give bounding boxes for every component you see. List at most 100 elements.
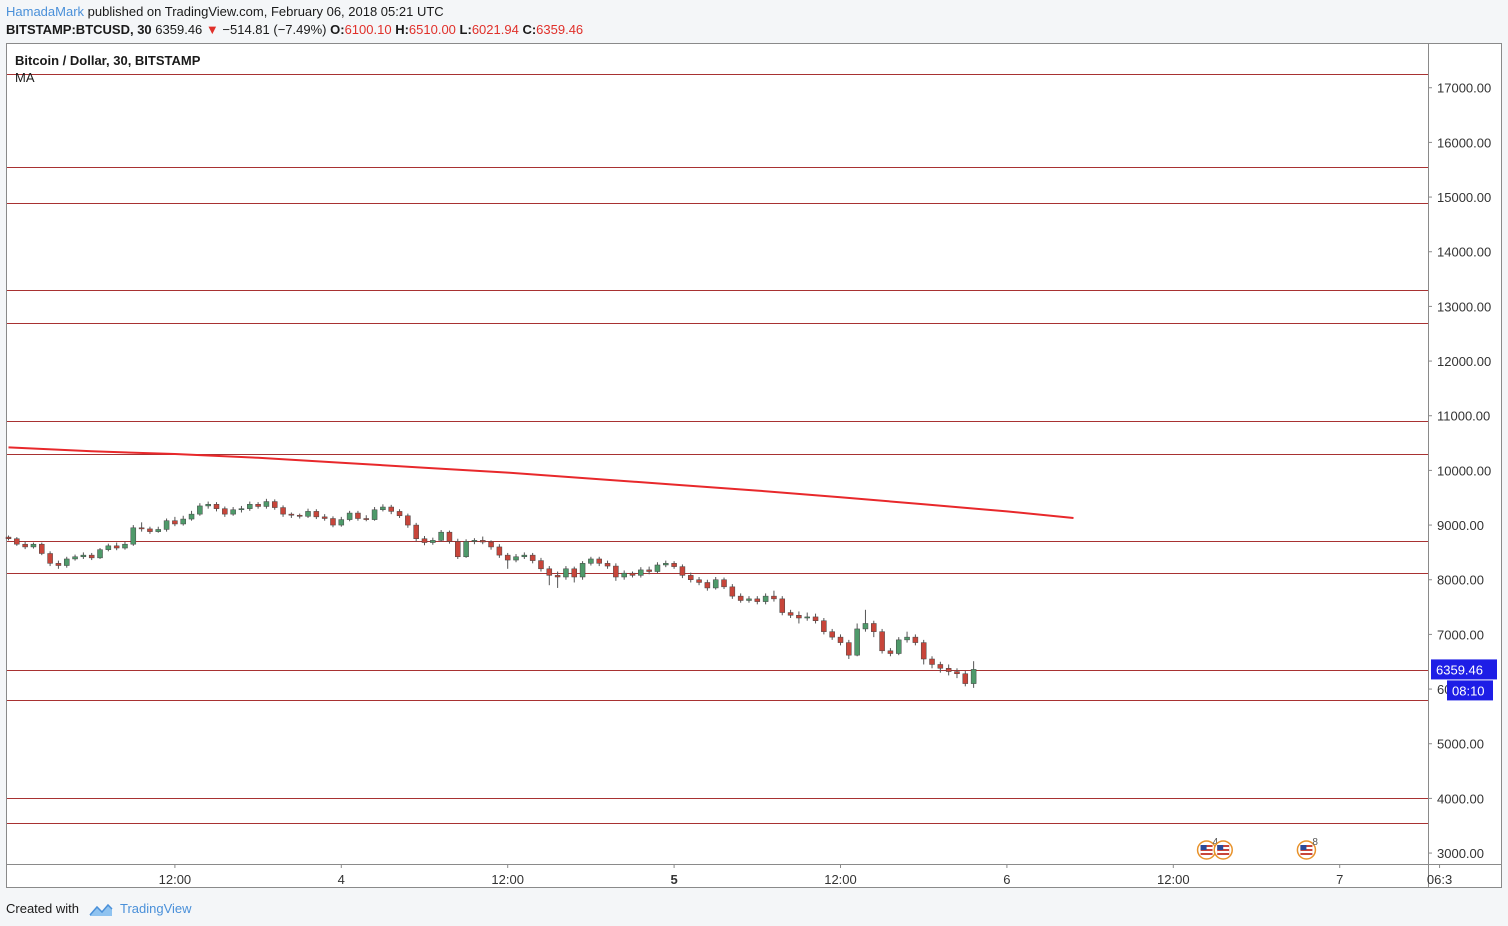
- candle-body: [563, 568, 569, 578]
- candle-body: [213, 504, 220, 509]
- candle-body: [646, 569, 652, 572]
- author-link[interactable]: HamadaMark: [6, 4, 85, 19]
- candle-body: [122, 543, 128, 549]
- x-tick-label: 12:00: [491, 872, 524, 887]
- candle-body: [771, 595, 777, 600]
- candle-body: [463, 541, 469, 558]
- publish-line: HamadaMark published on TradingView.com,…: [6, 4, 444, 19]
- ma-indicator-label[interactable]: MA: [15, 70, 35, 85]
- candle-body: [346, 512, 353, 520]
- x-tick-label: 12:00: [824, 872, 857, 887]
- candle-body: [55, 563, 62, 566]
- last-price-label: 6359.46: [1436, 662, 1483, 677]
- x-tick-label: 12:00: [159, 872, 192, 887]
- candle-body: [496, 546, 503, 556]
- low-label: L:: [459, 22, 472, 37]
- candle-body: [14, 538, 20, 545]
- change-value: −514.81 (−7.49%): [222, 22, 327, 37]
- candle-body: [696, 579, 702, 583]
- last-price: 6359.46: [155, 22, 203, 37]
- candle-body: [363, 518, 370, 520]
- x-tick-label: 6: [1003, 872, 1010, 887]
- symbol-label: BITSTAMP:BTCUSD, 30: [6, 22, 152, 37]
- countdown-badge: [1447, 680, 1493, 701]
- candle-body: [504, 554, 511, 561]
- candle-body: [80, 554, 87, 558]
- candle-body: [105, 545, 112, 550]
- candle-body: [113, 545, 120, 549]
- candle-body: [712, 579, 719, 589]
- candle-body: [596, 558, 602, 564]
- candle-body: [945, 668, 952, 672]
- candle-body: [638, 569, 644, 576]
- candle-body: [72, 556, 78, 560]
- high-label: H:: [395, 22, 409, 37]
- candle-body: [529, 554, 536, 561]
- x-tick-label: 7: [1336, 872, 1343, 887]
- x-tick-label: 5: [670, 872, 677, 887]
- candle-body: [22, 543, 28, 548]
- candle-body: [396, 511, 403, 517]
- candle-body: [904, 636, 910, 641]
- candle-body: [30, 543, 37, 548]
- economic-event-flag-icon[interactable]: [1213, 840, 1233, 860]
- candle-body: [471, 540, 478, 542]
- tradingview-link[interactable]: TradingView: [120, 901, 192, 916]
- candle-body: [238, 508, 245, 511]
- candle-body: [829, 631, 835, 638]
- candle-body: [180, 518, 186, 525]
- candle-body: [421, 538, 428, 543]
- down-arrow-icon: ▼: [205, 22, 219, 37]
- candle-body: [912, 636, 919, 643]
- candle-body: [188, 513, 195, 520]
- candle-body: [779, 598, 786, 613]
- candle-body: [280, 507, 286, 515]
- ma-line: [8, 446, 1074, 519]
- candle-body: [247, 504, 253, 509]
- candle-body: [197, 505, 203, 515]
- candle-body: [837, 636, 844, 643]
- candle-body: [962, 673, 969, 684]
- candle-body: [255, 504, 261, 507]
- y-tick-label: 17000.00: [1437, 81, 1491, 96]
- candle-body: [455, 541, 461, 558]
- open-label: O:: [330, 22, 345, 37]
- open-value: 6100.10: [344, 22, 392, 37]
- candle-body: [571, 568, 578, 578]
- candle-body: [613, 565, 619, 578]
- candle-body: [621, 572, 627, 578]
- candle-body: [954, 671, 960, 675]
- candle-body: [205, 504, 211, 507]
- candle-body: [821, 620, 827, 632]
- candle-body: [263, 501, 270, 507]
- x-tick-label: 12:00: [1157, 872, 1190, 887]
- candle-body: [663, 563, 669, 566]
- economic-event-flag-icon[interactable]: [1296, 840, 1317, 860]
- candle-body: [371, 509, 378, 520]
- close-value: 6359.46: [536, 22, 584, 37]
- candle-body: [804, 616, 810, 619]
- y-tick-label: 14000.00: [1437, 245, 1491, 260]
- candle-body: [629, 572, 636, 576]
- candle-body: [671, 563, 677, 567]
- low-value: 6021.94: [471, 22, 519, 37]
- candle-body: [97, 549, 103, 559]
- y-tick-label: 13000.00: [1437, 299, 1491, 314]
- candle-body: [438, 531, 444, 541]
- candle-body: [554, 575, 561, 578]
- candle-body: [271, 501, 278, 508]
- chart-legend-title: Bitcoin / Dollar, 30, BITSTAMP: [15, 53, 201, 68]
- candle-body: [538, 560, 544, 570]
- candle-body: [579, 563, 586, 578]
- candle-body: [796, 615, 802, 619]
- candle-body: [887, 650, 894, 654]
- candle-body: [39, 543, 45, 554]
- candle-body: [754, 598, 761, 602]
- y-tick-label: 16000.00: [1437, 135, 1491, 150]
- y-tick-label: 12000.00: [1437, 354, 1491, 369]
- chart-frame[interactable]: [6, 43, 1502, 888]
- candle-body: [687, 575, 694, 580]
- candle-body: [47, 553, 53, 564]
- countdown-label: 08:10: [1452, 683, 1485, 698]
